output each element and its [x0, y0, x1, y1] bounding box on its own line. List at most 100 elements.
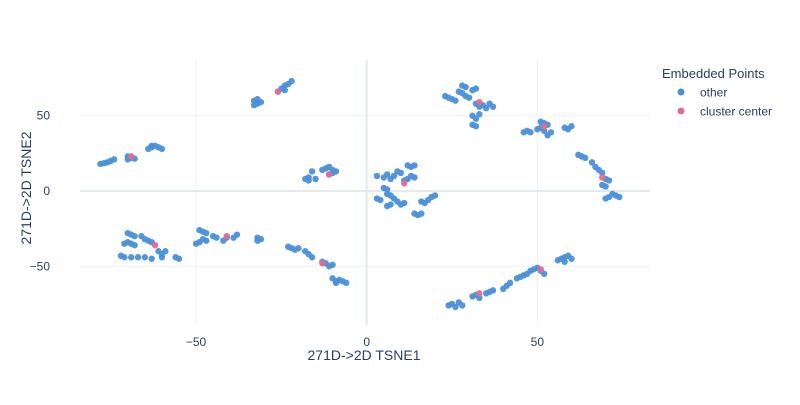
point-other[interactable]	[131, 232, 138, 240]
legend-item-cluster-center[interactable]: cluster center	[677, 105, 773, 119]
point-other[interactable]	[411, 174, 418, 181]
point-other[interactable]	[308, 168, 316, 175]
point-other[interactable]	[465, 94, 473, 101]
y-tick-label: 0	[43, 184, 50, 198]
point-other[interactable]	[462, 83, 469, 91]
x-tick-label: 50	[531, 335, 545, 349]
point-other[interactable]	[121, 240, 128, 247]
point-other[interactable]	[418, 210, 425, 217]
point-cluster-center[interactable]	[476, 98, 483, 106]
point-other[interactable]	[203, 237, 210, 244]
point-other[interactable]	[472, 115, 480, 122]
point-other[interactable]	[605, 177, 613, 184]
point-other[interactable]	[312, 175, 319, 183]
point-other[interactable]	[373, 172, 381, 180]
point-other[interactable]	[254, 237, 261, 244]
point-other[interactable]	[588, 159, 596, 166]
point-other[interactable]	[476, 294, 483, 302]
point-cluster-center[interactable]	[127, 153, 135, 160]
point-other[interactable]	[489, 103, 497, 110]
point-cluster-center[interactable]	[274, 88, 282, 95]
point-other[interactable]	[134, 254, 142, 261]
point-other[interactable]	[397, 169, 405, 177]
point-other[interactable]	[568, 255, 575, 262]
point-other[interactable]	[308, 254, 316, 261]
point-other[interactable]	[377, 196, 384, 204]
point-other[interactable]	[452, 97, 459, 104]
point-other[interactable]	[121, 254, 128, 261]
point-other[interactable]	[390, 172, 398, 180]
point-other[interactable]	[250, 101, 258, 109]
point-other[interactable]	[162, 248, 169, 255]
point-other[interactable]	[383, 186, 391, 193]
point-other[interactable]	[602, 183, 609, 190]
point-other[interactable]	[175, 255, 183, 262]
point-other[interactable]	[213, 234, 220, 241]
point-other[interactable]	[158, 145, 166, 153]
legend-marker-other	[677, 88, 685, 96]
point-other[interactable]	[148, 255, 155, 262]
point-other[interactable]	[506, 279, 514, 287]
legend-item-other[interactable]: other	[677, 86, 728, 100]
point-other[interactable]	[568, 123, 575, 130]
point-other[interactable]	[476, 111, 483, 118]
point-cluster-center[interactable]	[537, 266, 544, 273]
point-other[interactable]	[332, 279, 340, 287]
point-other[interactable]	[148, 142, 155, 150]
point-other[interactable]	[540, 270, 548, 278]
point-other[interactable]	[203, 229, 210, 237]
point-other[interactable]	[472, 85, 480, 92]
point-other[interactable]	[616, 193, 623, 201]
point-other[interactable]	[141, 254, 149, 261]
point-other[interactable]	[131, 241, 138, 249]
point-cluster-center[interactable]	[401, 180, 408, 187]
point-other[interactable]	[459, 302, 466, 309]
point-other[interactable]	[581, 154, 589, 162]
point-other[interactable]	[343, 279, 350, 287]
y-axis-title: 271D->2D TSNE2	[18, 131, 34, 244]
data-points	[97, 77, 623, 311]
point-other[interactable]	[540, 127, 548, 134]
legend-label-other: other	[700, 86, 727, 100]
point-cluster-center[interactable]	[476, 290, 483, 297]
legend-title: Embedded Points	[662, 66, 765, 81]
point-other[interactable]	[431, 192, 439, 199]
point-other[interactable]	[329, 261, 336, 268]
point-other[interactable]	[127, 254, 135, 261]
point-other[interactable]	[281, 86, 288, 94]
point-other[interactable]	[254, 95, 261, 103]
point-other[interactable]	[401, 199, 408, 207]
point-cluster-center[interactable]	[319, 260, 326, 267]
point-other[interactable]	[302, 175, 309, 183]
legend-label-cluster-center: cluster center	[700, 105, 772, 119]
x-tick-labels: −50 0 50	[186, 335, 544, 349]
series-other	[97, 77, 623, 311]
point-cluster-center[interactable]	[540, 123, 548, 130]
y-tick-labels: −50 0 50	[30, 109, 51, 274]
point-other[interactable]	[383, 171, 391, 178]
point-other[interactable]	[319, 166, 326, 174]
point-other[interactable]	[489, 287, 497, 294]
point-cluster-center[interactable]	[151, 241, 159, 249]
point-other[interactable]	[158, 254, 166, 261]
series-cluster-center	[127, 88, 606, 297]
point-cluster-center[interactable]	[325, 171, 333, 178]
point-other[interactable]	[295, 245, 302, 252]
point-other[interactable]	[288, 77, 295, 85]
point-other[interactable]	[230, 234, 237, 241]
point-other[interactable]	[472, 123, 480, 130]
point-other[interactable]	[387, 201, 394, 208]
point-other[interactable]	[411, 162, 418, 169]
point-other[interactable]	[561, 258, 568, 265]
point-cluster-center[interactable]	[599, 174, 606, 181]
point-other[interactable]	[599, 169, 606, 177]
point-other[interactable]	[602, 195, 609, 202]
x-tick-label: 0	[363, 335, 370, 349]
point-other[interactable]	[452, 303, 459, 311]
point-other[interactable]	[547, 129, 555, 136]
point-cluster-center[interactable]	[223, 232, 230, 240]
point-other[interactable]	[527, 129, 534, 136]
point-other[interactable]	[482, 104, 490, 112]
point-other[interactable]	[110, 156, 118, 163]
